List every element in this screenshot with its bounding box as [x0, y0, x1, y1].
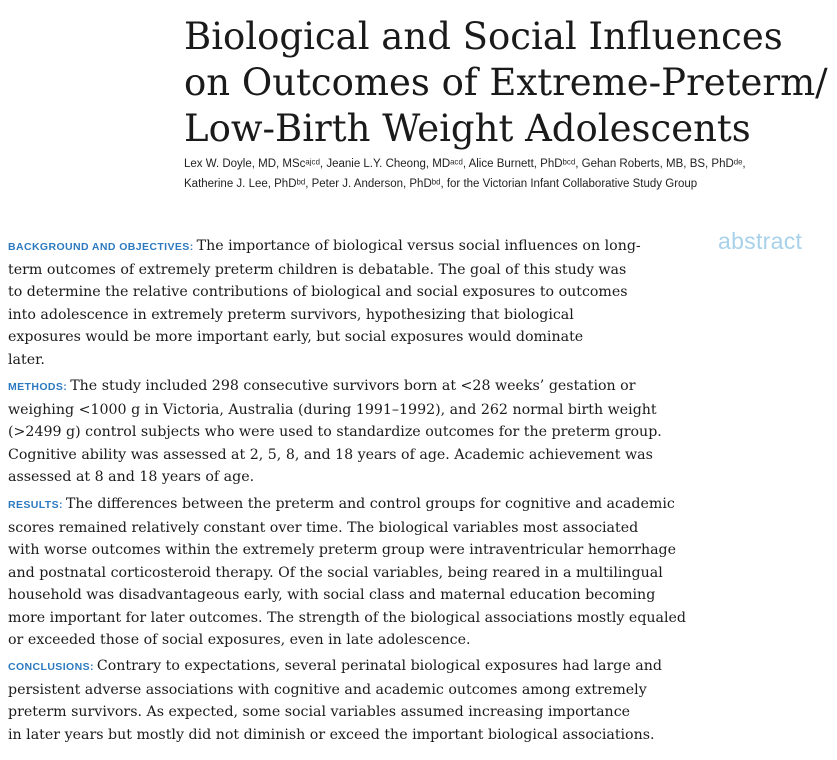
section-text: The study included 298 consecutive survi… [70, 378, 636, 394]
section-text: into adolescence in extremely preterm su… [8, 306, 574, 323]
section-label: BACKGROUND AND OBJECTIVES: [8, 241, 194, 253]
section-text: persistent adverse associations with cog… [8, 681, 647, 698]
section-label: METHODS: [8, 381, 68, 393]
section-text: household was disadvantageous early, wit… [8, 587, 656, 603]
section-results: RESULTS: The differences between the pret… [8, 493, 708, 652]
section-text: (>2499 g) control subjects who were used… [8, 424, 662, 440]
section-line: BACKGROUND AND OBJECTIVES: The importance… [8, 235, 708, 259]
title-line: Low-Birth Weight Adolescents [184, 107, 751, 150]
section-background: BACKGROUND AND OBJECTIVES: The importance… [8, 235, 708, 371]
author-line: Lex W. Doyle, MD, MScᵃʲᶜᵈ, Jeanie L.Y. C… [184, 158, 746, 170]
section-line: RESULTS: The differences between the pret… [8, 493, 708, 517]
section-text: term outcomes of extremely preterm child… [8, 261, 627, 278]
section-methods: METHODS: The study included 298 consecuti… [8, 375, 708, 489]
section-text: more important for later outcomes. The s… [8, 609, 687, 626]
section-text: assessed at 8 and 18 years of age. [8, 469, 255, 485]
title-line: on Outcomes of Extreme-Preterm/ [184, 61, 828, 104]
section-text: with worse outcomes within the extremely… [8, 542, 677, 558]
title-line: Biological and Social Influences [184, 15, 783, 58]
section-conclusions: CONCLUSIONS: Contrary to expectations, se… [8, 655, 708, 746]
section-text: preterm survivors. As expected, some soc… [8, 704, 631, 720]
section-line: CONCLUSIONS: Contrary to expectations, se… [8, 655, 708, 679]
author-list: Lex W. Doyle, MD, MScᵃʲᶜᵈ, Jeanie L.Y. C… [184, 154, 824, 194]
section-text: Contrary to expectations, several perina… [96, 658, 662, 674]
author-line: Katherine J. Lee, PhDᵇᵈ, Peter J. Anders… [184, 178, 698, 190]
section-text: Cognitive ability was assessed at 2, 5, … [8, 446, 653, 463]
section-text: scores remained relatively constant over… [8, 519, 639, 536]
section-text: weighing <1000 g in Victoria, Australia … [8, 401, 657, 418]
section-label: CONCLUSIONS: [8, 661, 94, 673]
abstract-tag: abstract [718, 228, 803, 254]
section-text: in later years but mostly did not dimini… [8, 726, 655, 743]
section-text: exposures would be more important early,… [8, 329, 584, 345]
section-label: RESULTS: [8, 499, 63, 511]
section-text: or exceeded those of social exposures, e… [8, 632, 471, 648]
section-text: The differences between the preterm and … [65, 496, 675, 512]
article-title: Biological and Social Influences on Outc… [184, 14, 828, 152]
section-text: to determine the relative contributions … [8, 284, 628, 300]
section-text: The importance of biological versus soci… [196, 238, 641, 254]
section-line: METHODS: The study included 298 consecuti… [8, 375, 708, 399]
section-text: and postnatal corticosteroid therapy. Of… [8, 564, 663, 581]
section-text: later. [8, 351, 45, 368]
